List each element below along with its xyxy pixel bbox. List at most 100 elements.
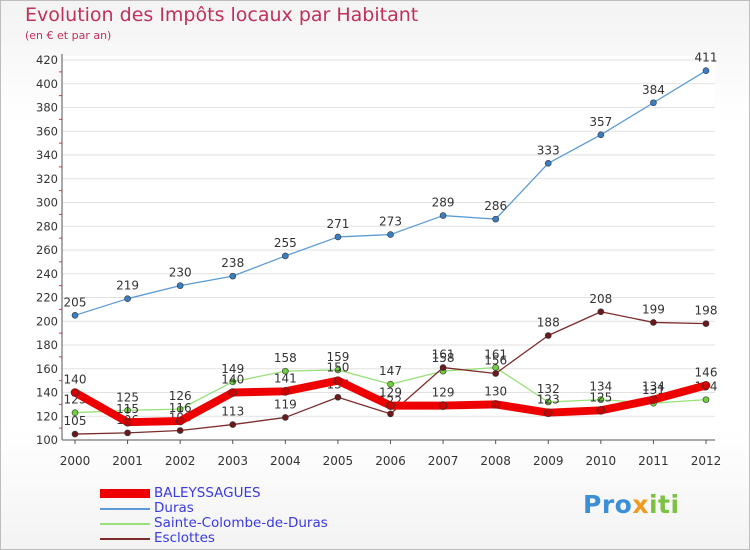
data-label: 271	[326, 217, 349, 231]
data-point	[229, 272, 237, 280]
data-point	[176, 405, 184, 413]
data-label: 156	[484, 354, 507, 368]
data-label: 255	[274, 236, 297, 250]
data-point	[71, 312, 79, 319]
y-tick-label: 260	[36, 243, 58, 257]
logo-part: Pro	[583, 490, 633, 519]
data-point	[70, 388, 80, 397]
data-point	[438, 401, 448, 410]
data-point	[281, 387, 290, 396]
data-point	[544, 160, 552, 167]
data-point	[492, 370, 499, 377]
legend-swatch	[100, 538, 150, 540]
x-tick-label: 2012	[691, 454, 722, 468]
legend-item-baleyssagues: BALEYSSAGUES	[100, 486, 400, 501]
legend-swatch	[100, 508, 150, 510]
data-label: 273	[379, 215, 402, 229]
data-point	[71, 430, 79, 438]
data-label: 205	[64, 295, 87, 309]
logo-part: x	[632, 490, 649, 519]
data-point	[597, 396, 605, 403]
data-point	[282, 367, 289, 375]
y-tick-label: 400	[36, 77, 58, 91]
data-label: 140	[64, 373, 87, 387]
data-point	[124, 407, 131, 414]
legend-swatch	[100, 489, 150, 498]
data-label: 116	[169, 401, 192, 415]
legend-label: BALEYSSAGUES	[154, 485, 261, 501]
x-tick-label: 2000	[60, 454, 91, 468]
x-tick-label: 2002	[165, 454, 196, 468]
data-point	[650, 319, 657, 326]
data-point	[492, 215, 499, 223]
legend-item-duras: Duras	[100, 501, 400, 516]
data-point	[387, 231, 394, 238]
logo-part: iti	[648, 490, 680, 519]
data-point	[387, 410, 394, 418]
y-tick-label: 280	[36, 219, 58, 233]
legend-label: Esclottes	[154, 530, 215, 546]
y-tick-label: 180	[36, 338, 58, 352]
data-label: 125	[589, 390, 612, 404]
data-label: 119	[274, 397, 297, 411]
data-point	[175, 416, 185, 426]
data-point	[176, 282, 184, 289]
data-label: 134	[589, 380, 612, 394]
data-label: 286	[484, 199, 507, 213]
data-label: 289	[432, 196, 455, 210]
data-point	[702, 396, 710, 403]
data-label: 333	[537, 143, 560, 157]
data-label: 238	[221, 256, 244, 270]
y-tick-label: 220	[36, 291, 58, 305]
data-point	[124, 295, 131, 302]
data-label: 126	[169, 389, 192, 403]
data-point	[334, 233, 342, 241]
data-label: 198	[695, 304, 718, 318]
data-point	[544, 398, 552, 406]
proxiti-logo: Proxiti	[583, 490, 680, 519]
x-tick-label: 2010	[586, 454, 617, 468]
x-tick-label: 2007	[428, 454, 459, 468]
legend-label: Duras	[154, 500, 194, 516]
data-label: 357	[589, 115, 612, 129]
data-label: 147	[379, 364, 402, 378]
x-tick-label: 2003	[217, 454, 248, 468]
data-label: 130	[484, 384, 507, 398]
data-label: 158	[274, 351, 297, 365]
data-label: 208	[589, 292, 612, 306]
data-label: 129	[379, 386, 402, 400]
data-label: 161	[432, 348, 455, 362]
x-tick-label: 2008	[480, 454, 511, 468]
legend-label: Sainte-Colombe-de-Duras	[154, 515, 328, 531]
data-label: 219	[116, 279, 139, 293]
legend-item-sainte-colombe-de-duras: Sainte-Colombe-de-Duras	[100, 516, 400, 531]
data-point	[387, 380, 394, 388]
plot-area	[62, 56, 715, 440]
data-label: 129	[432, 386, 455, 400]
y-tick-label: 380	[36, 101, 58, 115]
data-label: 140	[221, 373, 244, 387]
data-label: 146	[695, 365, 718, 379]
y-tick-label: 160	[36, 362, 58, 376]
data-label: 115	[116, 402, 139, 416]
data-label: 159	[326, 350, 349, 364]
y-tick-label: 100	[36, 433, 58, 447]
data-label: 158	[432, 351, 455, 365]
data-label: 123	[537, 393, 560, 407]
data-point	[229, 421, 237, 428]
data-point	[71, 409, 79, 416]
data-point	[334, 366, 342, 374]
y-tick-label: 340	[36, 148, 58, 162]
y-tick-label: 300	[36, 196, 58, 210]
y-tick-label: 420	[36, 53, 58, 67]
data-point	[439, 212, 447, 219]
data-point	[701, 381, 711, 390]
data-point	[544, 332, 552, 339]
data-point	[124, 429, 131, 437]
x-tick-label: 2009	[533, 454, 564, 468]
data-point	[334, 393, 342, 401]
legend-swatch	[100, 523, 150, 525]
data-label: 131	[642, 383, 665, 397]
data-point	[597, 131, 605, 139]
data-point	[282, 252, 289, 260]
